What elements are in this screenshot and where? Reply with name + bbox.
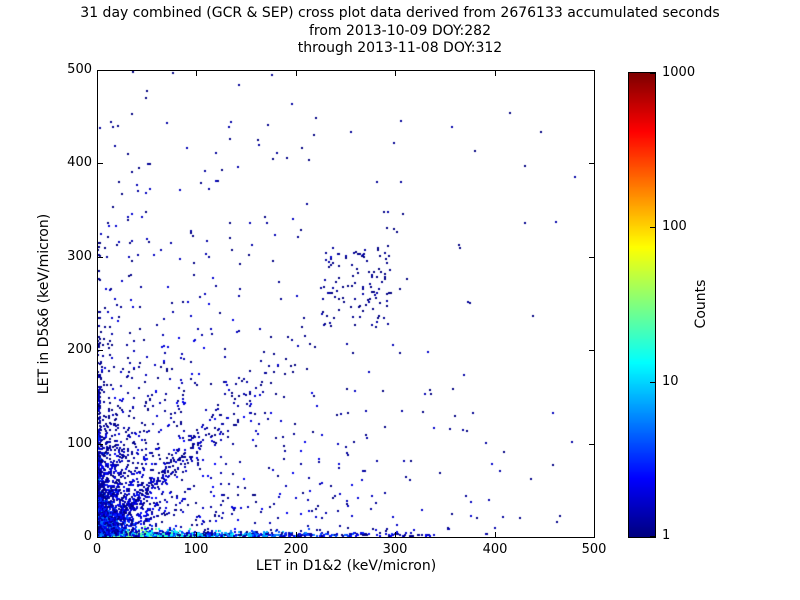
y-tick	[589, 444, 594, 445]
chart-subtitle-through: through 2013-11-08 DOY:312	[297, 40, 503, 56]
y-tick	[589, 537, 594, 538]
x-tick	[97, 71, 98, 76]
x-tick	[196, 71, 197, 76]
y-tick	[98, 257, 103, 258]
y-tick	[98, 163, 103, 164]
colorbar-tick-label: 10	[662, 374, 679, 389]
colorbar-tick-label: 1	[662, 528, 671, 543]
x-tick-label: 0	[92, 542, 102, 557]
x-tick	[395, 532, 396, 537]
colorbar-tick-label: 100	[662, 219, 687, 234]
x-tick-label: 200	[283, 542, 309, 557]
x-tick	[495, 71, 496, 76]
colorbar-tick	[650, 382, 655, 383]
chart-title: 31 day combined (GCR & SEP) cross plot d…	[80, 5, 720, 21]
y-tick-label: 100	[67, 436, 92, 451]
colorbar-tick-label: 1000	[662, 65, 696, 80]
x-tick-label: 500	[581, 542, 607, 557]
x-tick	[97, 532, 98, 537]
y-tick-label: 500	[67, 62, 92, 77]
x-tick	[296, 532, 297, 537]
scatter-points-canvas	[98, 71, 594, 537]
y-tick	[98, 537, 103, 538]
x-tick	[594, 71, 595, 76]
x-tick-label: 300	[382, 542, 408, 557]
x-tick	[296, 71, 297, 76]
x-tick	[594, 532, 595, 537]
y-tick	[589, 257, 594, 258]
x-axis-label: LET in D1&2 (keV/micron)	[255, 558, 437, 574]
x-tick	[196, 532, 197, 537]
x-tick-label: 400	[482, 542, 508, 557]
y-tick	[589, 163, 594, 164]
y-tick	[589, 70, 594, 71]
y-axis-label: LET in D5&6 (keV/micron)	[36, 213, 52, 395]
colorbar-tick	[650, 227, 655, 228]
colorbar-gradient	[628, 72, 656, 538]
y-tick	[98, 70, 103, 71]
y-tick-label: 200	[67, 342, 92, 357]
colorbar-tick	[650, 73, 655, 74]
x-tick	[395, 71, 396, 76]
colorbar-tick	[650, 536, 655, 537]
y-tick-label: 300	[67, 249, 92, 264]
y-tick-label: 0	[83, 529, 92, 544]
y-tick	[98, 350, 103, 351]
y-tick-label: 400	[67, 155, 92, 170]
y-tick	[98, 444, 103, 445]
chart-subtitle-from: from 2013-10-09 DOY:282	[308, 23, 491, 39]
colorbar-label: Counts	[693, 279, 709, 329]
y-tick	[589, 350, 594, 351]
x-tick-label: 100	[183, 542, 209, 557]
x-tick	[495, 532, 496, 537]
